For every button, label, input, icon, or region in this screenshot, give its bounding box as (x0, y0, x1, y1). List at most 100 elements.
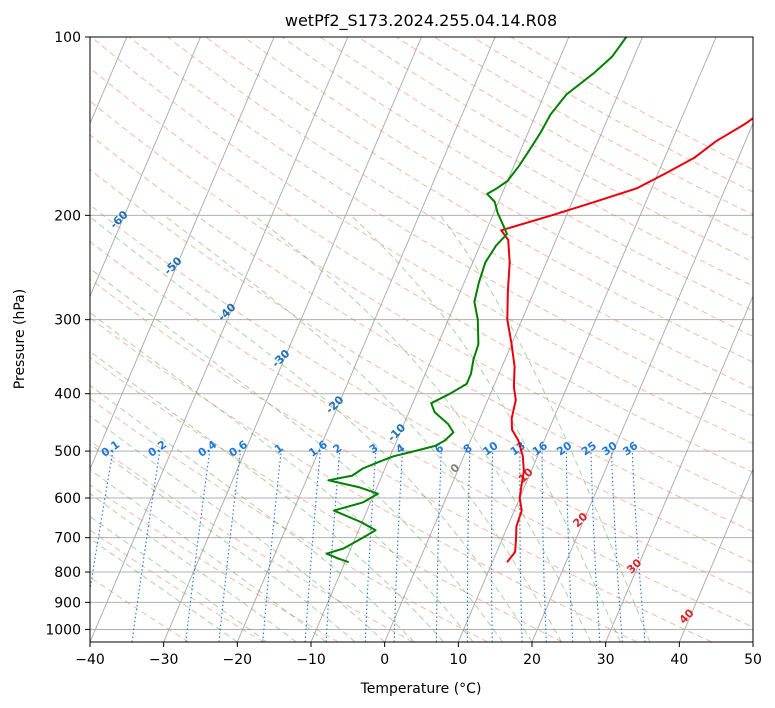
moist-adiabat (90, 415, 386, 642)
mixing-ratio-label: 2 (331, 441, 345, 456)
moist-adiabat (90, 267, 503, 642)
y-tick-label: 300 (54, 313, 81, 329)
dry-adiabat (90, 484, 339, 642)
isotherm-line (457, 37, 717, 642)
moist-adiabat (439, 215, 651, 642)
dry-adiabat (90, 204, 753, 595)
moist-adiabat (90, 216, 533, 642)
isotherm-label: 20 (570, 510, 590, 530)
isotherm-line (678, 467, 753, 642)
mixing-ratio-line (185, 451, 211, 642)
x-tick-label: −30 (149, 652, 179, 668)
dry-adiabat (129, 37, 753, 417)
dry-adiabat (90, 100, 753, 503)
dry-adiabat (90, 241, 753, 628)
x-tick-label: −40 (75, 652, 105, 668)
mixing-ratio-line (466, 451, 471, 642)
mixing-ratio-label: 0.4 (196, 438, 220, 460)
x-tick-label: 50 (744, 652, 762, 668)
isotherm-line (236, 37, 496, 642)
plot-frame (89, 36, 754, 643)
y-tick-label: 200 (54, 208, 81, 224)
isotherm-label: 10 (516, 465, 536, 485)
isotherm-label: -70 (54, 162, 77, 185)
dry-adiabat (90, 134, 753, 533)
y-tick-label: 600 (54, 491, 81, 507)
moist-adiabat (90, 493, 297, 642)
isotherm-line (531, 122, 753, 642)
x-tick-label: 0 (380, 652, 389, 668)
isotherm-label: -30 (269, 347, 292, 370)
mixing-ratio-label: 1 (272, 441, 286, 456)
mixing-ratio-line (304, 451, 321, 642)
y-tick-label: 900 (54, 595, 81, 611)
isotherm-label: 30 (624, 556, 644, 576)
dry-adiabat (205, 37, 753, 363)
dry-adiabat (90, 576, 190, 642)
mixing-ratio-line (364, 451, 377, 642)
x-tick-label: −20 (223, 652, 253, 668)
y-tick-label: 700 (54, 531, 81, 547)
x-axis-title: Temperature (°C) (360, 681, 482, 697)
dry-adiabat (90, 529, 264, 642)
isotherm-line (605, 295, 753, 642)
dry-adiabat (90, 317, 638, 642)
isotherm-label: -50 (161, 254, 184, 277)
mixing-ratio-label: 10 (481, 439, 501, 459)
dry-adiabat (281, 37, 753, 312)
dry-adiabat (90, 440, 414, 642)
mixing-ratio-label: 20 (554, 439, 574, 459)
isotherm-line (752, 640, 753, 642)
isotherm-line (90, 37, 349, 642)
y-tick-label: 800 (54, 565, 81, 581)
dry-adiabat (90, 397, 488, 642)
x-tick-label: 30 (597, 652, 615, 668)
y-tick-label: 1000 (45, 622, 81, 638)
moist-adiabat (90, 515, 268, 642)
isotherm-line (163, 37, 422, 642)
mixing-ratio-line (631, 451, 646, 642)
y-tick-label: 400 (54, 387, 81, 403)
dry-adiabat (434, 37, 753, 216)
mixing-ratio-label: 3 (367, 441, 381, 456)
y-tick-label: 500 (54, 444, 81, 460)
x-tick-label: −10 (296, 652, 326, 668)
isotherm-line (90, 37, 201, 298)
dry-adiabat (167, 37, 753, 390)
dry-adiabat (90, 278, 712, 642)
dry-adiabat (243, 37, 753, 337)
moist-adiabat (253, 214, 592, 642)
mixing-ratio-line (610, 451, 623, 642)
x-tick-label: 40 (670, 652, 688, 668)
mixing-ratio-label: 36 (620, 439, 640, 459)
isotherm-label: -80 (0, 115, 23, 138)
moist-adiabat (350, 214, 621, 642)
mixing-ratio-label: 16 (530, 439, 550, 459)
isotherm-line (90, 37, 275, 471)
moist-adiabat (90, 311, 474, 642)
isotherm-line (384, 37, 643, 642)
moist-adiabat (90, 350, 444, 642)
dewpoint-profile-line (325, 37, 628, 564)
dry-adiabat (510, 37, 753, 171)
isotherm-label: -10 (385, 421, 408, 444)
mixing-ratio-label: 0.6 (227, 438, 251, 460)
dry-adiabat (90, 37, 753, 445)
mixing-ratio-line (262, 451, 282, 642)
moist-adiabat (90, 469, 327, 642)
y-tick-label: 100 (54, 30, 81, 46)
isotherm-label: 40 (677, 606, 697, 626)
mixing-ratio-line (131, 451, 161, 642)
mixing-ratio-line (590, 451, 601, 642)
dry-adiabat (90, 168, 753, 564)
x-tick-label: 10 (449, 652, 467, 668)
mixing-ratio-label: 1.6 (306, 438, 330, 460)
x-tick-label: 20 (523, 652, 541, 668)
moist-adiabat (163, 214, 562, 642)
mixing-ratio-line (90, 451, 114, 594)
mixing-ratio-line (218, 451, 242, 642)
dry-adiabat (357, 37, 753, 263)
isotherm-label: -20 (323, 393, 346, 416)
isotherm-label: -60 (107, 208, 130, 231)
